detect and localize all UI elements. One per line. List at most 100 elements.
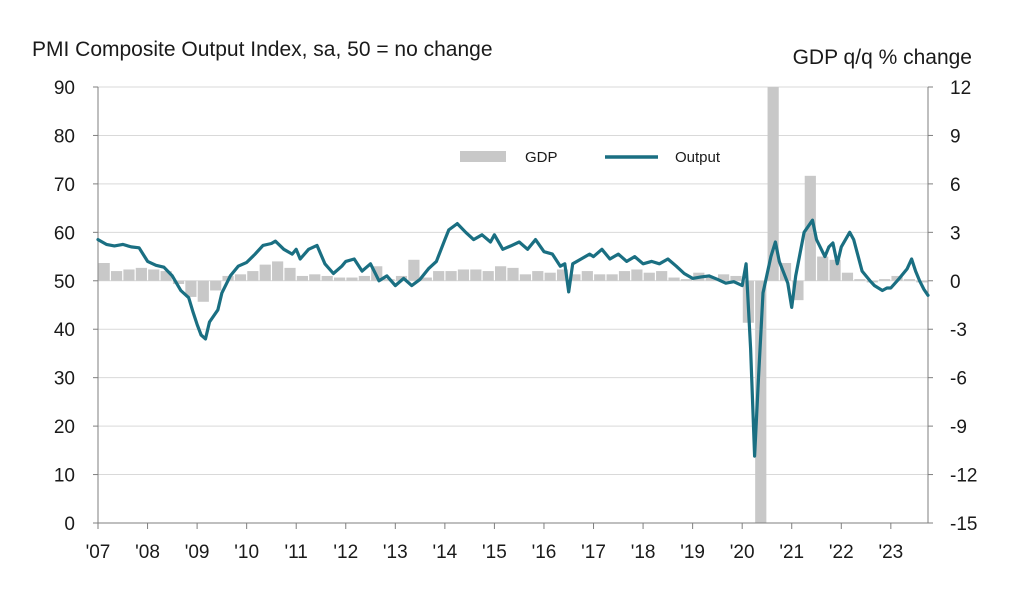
gdp-bar bbox=[755, 280, 767, 523]
gdp-bar bbox=[172, 280, 185, 285]
gdp-bar bbox=[457, 269, 470, 281]
gdp-bar bbox=[916, 280, 928, 283]
gdp-bar bbox=[705, 277, 717, 281]
gdp-bar bbox=[482, 271, 494, 281]
gdp-bar bbox=[631, 269, 643, 281]
right-axis-title: GDP q/q % change bbox=[793, 46, 972, 69]
x-tick-label: '14 bbox=[432, 542, 457, 563]
left-tick-label: 90 bbox=[54, 78, 75, 99]
gdp-bar bbox=[135, 267, 147, 281]
gdp-bar bbox=[346, 277, 358, 281]
x-tick-label: '22 bbox=[829, 542, 854, 563]
gdp-bar bbox=[420, 277, 432, 281]
gdp-bar bbox=[284, 267, 296, 281]
gdp-bar bbox=[792, 280, 804, 301]
right-tick-label: 3 bbox=[950, 223, 961, 244]
x-tick-label: '20 bbox=[730, 542, 755, 563]
right-tick-label: -3 bbox=[950, 320, 967, 341]
x-tick-label: '09 bbox=[185, 542, 210, 563]
gdp-bar bbox=[841, 272, 854, 281]
gdp-bar bbox=[854, 279, 866, 281]
x-tick-label: '13 bbox=[383, 542, 408, 563]
gdp-bar bbox=[309, 274, 321, 281]
left-axis-title: PMI Composite Output Index, sa, 50 = no … bbox=[32, 38, 493, 61]
gdp-bar bbox=[718, 274, 730, 281]
gdp-bar bbox=[234, 274, 247, 281]
x-tick-label: '23 bbox=[878, 542, 903, 563]
gdp-bar bbox=[532, 271, 544, 281]
gdp-bar bbox=[247, 271, 259, 281]
left-tick-label: 30 bbox=[54, 369, 75, 390]
gdp-bar bbox=[98, 263, 110, 281]
left-tick-label: 20 bbox=[54, 417, 75, 438]
right-tick-label: 0 bbox=[950, 272, 961, 293]
gdp-bar bbox=[643, 272, 655, 281]
gdp-bar bbox=[594, 274, 606, 281]
gdp-bar bbox=[259, 264, 271, 281]
left-tick-label: 80 bbox=[54, 126, 75, 147]
left-tick-label: 60 bbox=[54, 223, 75, 244]
left-tick-label: 10 bbox=[54, 466, 75, 487]
gdp-bar bbox=[891, 275, 903, 281]
gdp-bar bbox=[123, 269, 135, 281]
axes bbox=[93, 86, 933, 529]
right-tick-label: 12 bbox=[950, 78, 971, 99]
right-tick-label: 9 bbox=[950, 126, 961, 147]
gdp-bar bbox=[185, 280, 197, 297]
gdp-bar bbox=[779, 263, 792, 281]
gdp-bar bbox=[408, 259, 420, 281]
legend-gdp-label: GDP bbox=[525, 149, 558, 166]
x-tick-label: '10 bbox=[234, 542, 259, 563]
gdp-bar bbox=[148, 269, 160, 281]
output-line bbox=[96, 218, 930, 458]
gdp-bars bbox=[98, 87, 928, 523]
gdp-bar bbox=[767, 87, 779, 281]
gdp-bar bbox=[581, 271, 593, 281]
gdp-bar bbox=[556, 269, 569, 281]
legend-gdp-swatch bbox=[460, 151, 506, 162]
x-tick-label: '17 bbox=[581, 542, 606, 563]
gdp-bar bbox=[879, 279, 891, 281]
gdp-bar bbox=[358, 275, 370, 281]
gdp-bar bbox=[160, 271, 172, 281]
right-axis-ticks: -15 -12 -9 -6 -3 0 3 6 9 12 bbox=[950, 78, 977, 535]
x-axis-ticks: '07 '08 '09 '10 '11 '12 '13 '14 '15 '16 '17 '18 '19 '… bbox=[86, 542, 904, 563]
x-tick-label: '07 bbox=[86, 542, 111, 563]
left-axis-ticks: 0 10 20 30 40 50 60 70 80 90 bbox=[54, 78, 75, 535]
gdp-bar bbox=[445, 271, 457, 281]
gdp-bar bbox=[618, 271, 631, 281]
left-tick-label: 50 bbox=[54, 272, 75, 293]
x-tick-label: '18 bbox=[631, 542, 656, 563]
gdp-bar bbox=[210, 280, 222, 291]
gdp-bar bbox=[903, 279, 916, 281]
x-tick-label: '15 bbox=[482, 542, 507, 563]
right-tick-label: -6 bbox=[950, 369, 967, 390]
left-tick-label: 0 bbox=[64, 514, 75, 535]
gdp-bar bbox=[470, 269, 482, 281]
x-tick-label: '12 bbox=[333, 542, 358, 563]
gdp-bar bbox=[544, 272, 556, 281]
left-tick-label: 70 bbox=[54, 175, 75, 196]
gdp-bar bbox=[110, 271, 123, 281]
x-tick-label: '21 bbox=[779, 542, 804, 563]
gdp-bar bbox=[606, 274, 618, 281]
gdp-bar bbox=[333, 277, 346, 281]
right-tick-label: -15 bbox=[950, 514, 977, 535]
x-tick-label: '19 bbox=[680, 542, 705, 563]
gdp-bar bbox=[680, 279, 693, 281]
right-tick-label: 6 bbox=[950, 175, 961, 196]
gdp-bar bbox=[668, 277, 680, 281]
gdp-bar bbox=[197, 280, 209, 302]
gdp-bar bbox=[321, 275, 333, 281]
x-tick-label: '11 bbox=[285, 542, 308, 563]
gdp-bar bbox=[433, 271, 445, 281]
gdp-bar bbox=[829, 259, 841, 281]
output-line-group bbox=[96, 218, 930, 458]
gdp-bar bbox=[817, 256, 829, 281]
gdp-bar bbox=[804, 175, 816, 281]
x-tick-label: '08 bbox=[135, 542, 160, 563]
x-tick-label: '16 bbox=[532, 542, 557, 563]
right-tick-label: -9 bbox=[950, 417, 967, 438]
